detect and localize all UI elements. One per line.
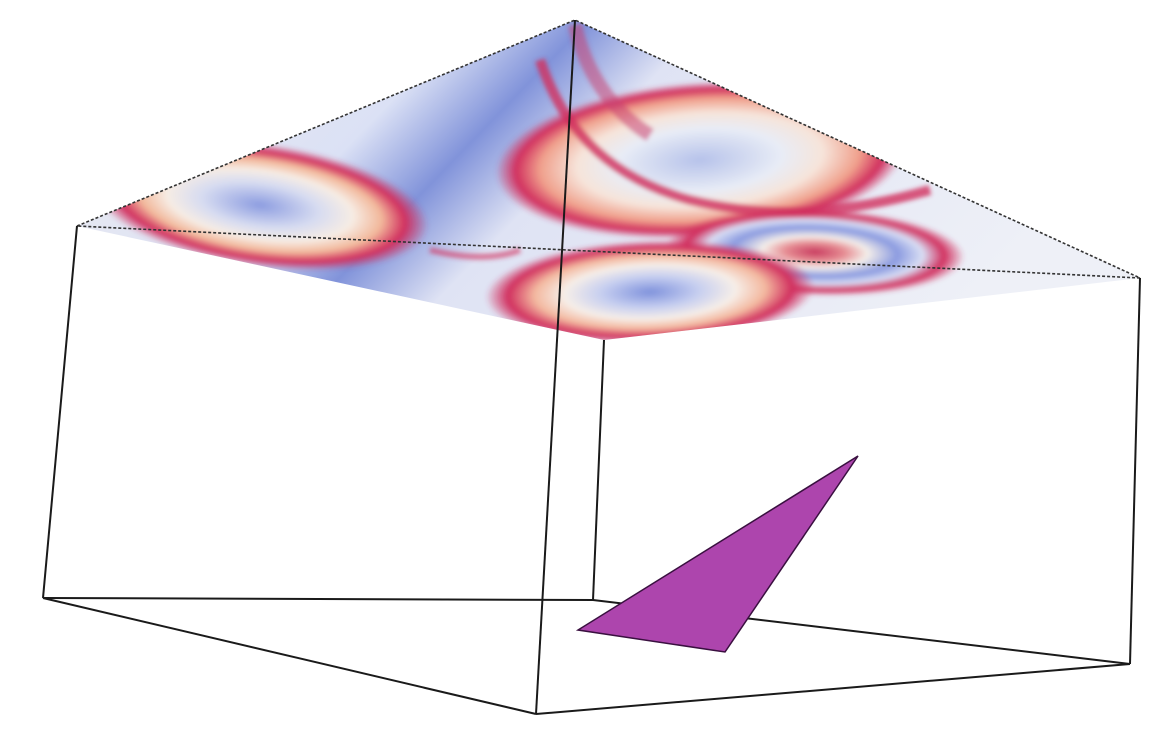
box-edge-front-vertical <box>535 19 576 715</box>
density-ridge <box>568 23 654 141</box>
density-ridge <box>429 247 522 260</box>
box-edge <box>535 663 1131 715</box>
box-front-edges <box>42 225 1141 715</box>
magenta-triangle <box>575 455 859 653</box>
top-face-outline <box>76 19 1141 279</box>
density-lobe <box>485 239 815 340</box>
density-ridge <box>535 58 932 217</box>
box-edge <box>42 597 594 601</box>
box-edge <box>1129 277 1141 665</box>
density-map-top-face <box>77 20 1140 340</box>
box-edge <box>42 597 537 715</box>
box-back-edges <box>42 339 1131 665</box>
box-edge <box>42 225 78 599</box>
box-edge <box>592 339 605 601</box>
